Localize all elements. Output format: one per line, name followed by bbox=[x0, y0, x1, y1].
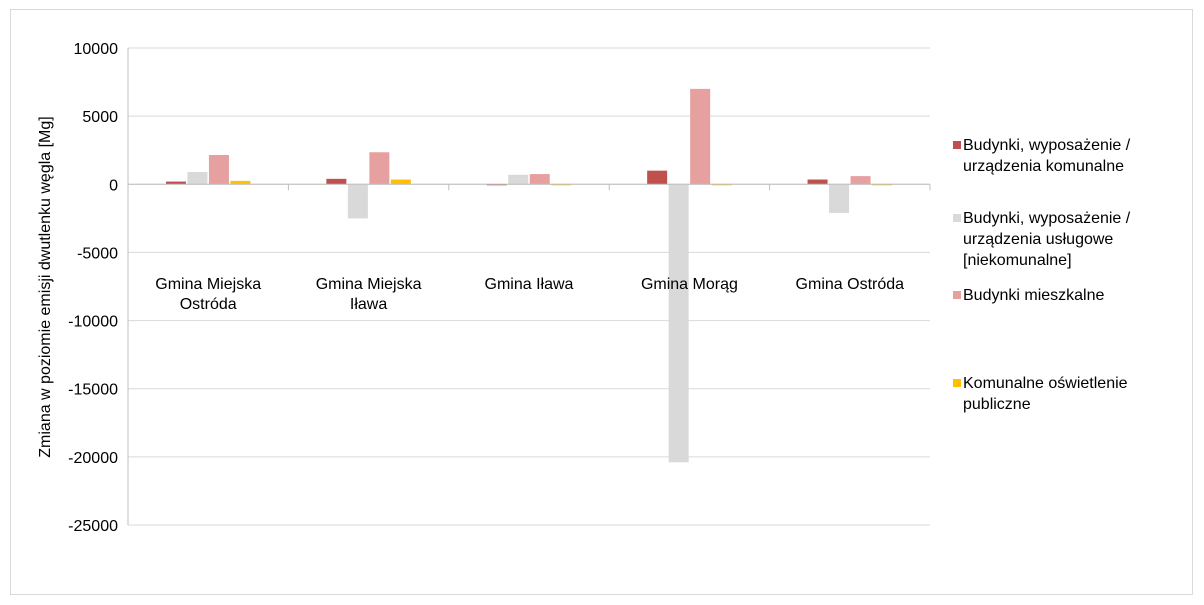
legend-label: Budynki, wyposażenie / bbox=[963, 210, 1131, 227]
gridlines bbox=[128, 47, 930, 526]
bar bbox=[647, 170, 668, 185]
legend-swatch bbox=[953, 291, 961, 299]
bar bbox=[829, 184, 850, 213]
x-category-label: Gmina Miejska bbox=[316, 276, 422, 293]
y-tick-label: 10000 bbox=[74, 41, 119, 58]
legend-label: [niekomunalne] bbox=[963, 252, 1072, 269]
bar bbox=[230, 180, 251, 185]
legend-swatch bbox=[953, 214, 961, 222]
chart-frame bbox=[10, 9, 1193, 595]
bars bbox=[165, 88, 893, 463]
legend-label: Budynki, wyposażenie / bbox=[963, 137, 1131, 154]
y-tick-label: -25000 bbox=[68, 518, 118, 535]
bar bbox=[326, 178, 347, 185]
y-tick-label: -15000 bbox=[68, 382, 118, 399]
bar bbox=[369, 152, 390, 185]
y-tick-label: -10000 bbox=[68, 314, 118, 331]
legend-label: Budynki mieszkalne bbox=[963, 287, 1105, 304]
y-tick-label: 5000 bbox=[82, 109, 118, 126]
bar bbox=[390, 179, 411, 185]
x-category-label: Iława bbox=[350, 296, 387, 313]
legend-swatch bbox=[953, 379, 961, 387]
y-tick-label: -20000 bbox=[68, 450, 118, 467]
bar bbox=[529, 174, 550, 185]
x-category-label: Gmina Miejska bbox=[155, 276, 261, 293]
legend-label: publiczne bbox=[963, 396, 1031, 413]
bar bbox=[850, 176, 871, 185]
x-category-label: Gmina Ostróda bbox=[796, 276, 905, 293]
bar bbox=[187, 172, 208, 185]
bar bbox=[347, 184, 368, 219]
legend-label: urządzenia usługowe bbox=[963, 231, 1113, 248]
bar bbox=[668, 184, 689, 463]
x-category-label: Gmina Iława bbox=[485, 276, 574, 293]
legend: Budynki, wyposażenie / urządzenia komunal… bbox=[953, 137, 1131, 413]
y-axis-title: Zmiana w poziomie emisji dwutlenku węgla… bbox=[37, 116, 54, 457]
axes: 10000 5000 0 -5000 -10000 -15000 -20000 -25000 G… bbox=[68, 41, 931, 535]
bar bbox=[690, 88, 711, 185]
bar bbox=[508, 174, 529, 185]
bar bbox=[165, 181, 186, 185]
x-category-label: Ostróda bbox=[180, 296, 237, 313]
y-tick-label: -5000 bbox=[77, 245, 118, 262]
bar bbox=[807, 179, 828, 185]
y-tick-label: 0 bbox=[109, 177, 118, 194]
legend-label: urządzenia komunalne bbox=[963, 158, 1124, 175]
legend-swatch bbox=[953, 141, 961, 149]
bar bbox=[208, 154, 229, 185]
legend-label: Komunalne oświetlenie bbox=[963, 375, 1128, 392]
x-category-label: Gmina Morąg bbox=[641, 276, 738, 293]
